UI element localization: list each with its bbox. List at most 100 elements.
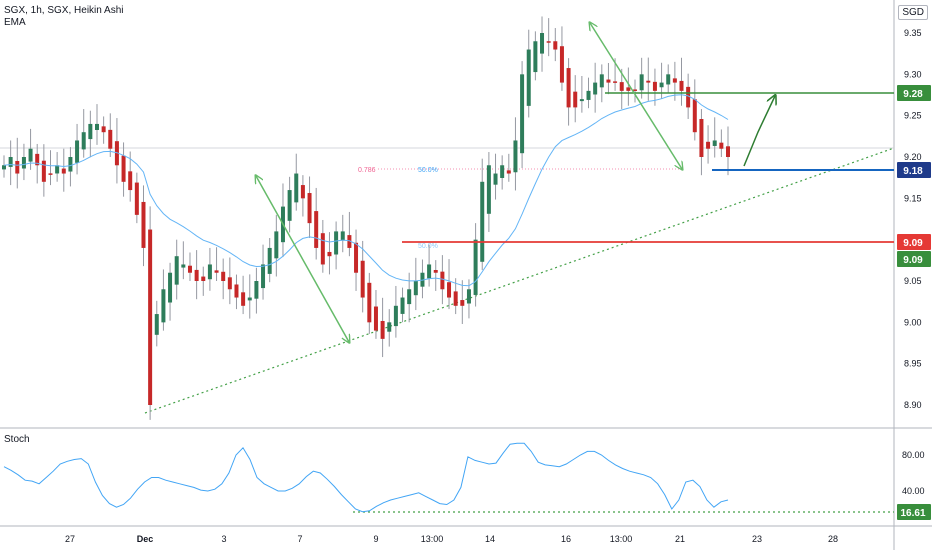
candle-body [460,300,465,306]
candle-body [646,80,651,83]
candle-body [300,185,305,199]
candle-body [327,251,332,257]
candle-body [712,140,717,146]
candle-body [692,99,697,133]
candle-body [413,281,418,296]
candle-body [8,157,13,167]
candle-body [141,201,146,248]
candle-body [599,74,604,88]
candle-body [168,272,173,303]
candle-body [287,190,292,221]
arrow-down-1[interactable] [256,176,349,342]
candle-body [241,292,246,306]
x-tick-label: 3 [221,534,226,544]
candle-body [506,170,511,174]
chart-title: SGX, 1h, SGX, Heikin Ashi [4,5,124,16]
candle-body [546,41,551,43]
price-label-918: 9.18 [897,162,931,178]
candle-body [161,289,166,323]
candle-body [28,148,33,162]
candle-body [101,126,106,133]
candle-body [373,306,378,331]
candle-body [447,282,452,298]
candle-body [214,270,219,273]
candle-body [148,229,153,405]
candle-body [672,78,677,83]
candle-body [400,297,405,314]
candle-body [393,305,398,327]
candle-body [387,322,392,332]
candle-body [380,320,385,339]
candle-body [559,46,564,83]
arrow-down-2[interactable] [590,23,682,169]
candle-body [181,264,186,268]
candle-body [128,171,133,191]
currency-button[interactable]: SGD [898,5,928,20]
candle-body [500,165,505,178]
indicator-label: EMA [4,17,26,28]
candle-body [2,165,6,170]
candle-body [659,82,664,88]
candle-body [480,181,485,262]
candle-body [407,289,412,305]
candle-body [566,68,571,108]
candle-body [274,231,279,259]
candle-body [440,271,445,290]
candle-body [334,231,339,255]
candle-body [207,264,212,280]
fib-label-50: 50.0% [418,167,438,174]
candle-body [626,87,631,91]
fib-label-50-low: 50.0% [418,243,438,250]
candle-body [247,297,252,301]
ema-line [3,94,729,287]
candle-body [699,118,704,157]
y-tick-label: 9.05 [904,276,922,286]
candle-body [261,264,266,289]
candle-body [354,242,359,273]
candle-body [174,256,179,285]
candles [2,16,730,420]
svg-text:9.09: 9.09 [903,255,923,266]
candle-body [619,82,624,91]
candle-body [652,81,657,91]
candle-body [68,157,73,172]
x-tick-label: 16 [561,534,571,544]
candle-body [579,99,584,102]
candle-body [573,91,578,108]
candle-body [533,41,538,73]
candle-body [41,160,46,182]
candle-body [493,173,498,185]
x-tick-label: 23 [752,534,762,544]
x-tick-label: 21 [675,534,685,544]
candle-body [108,129,113,149]
candle-body [94,123,99,130]
candle-body [679,80,684,91]
candle-body [221,271,226,281]
candle-body [586,90,591,100]
candle-body [486,165,491,214]
svg-text:9.28: 9.28 [903,89,923,100]
candle-body [307,193,312,224]
y-tick-label: 9.35 [904,28,922,38]
y-tick-label: 9.20 [904,152,922,162]
x-tick-label: 13:00 [610,534,633,544]
candle-body [234,284,239,298]
candle-body [513,140,518,173]
candle-body [294,173,299,203]
candle-body [201,276,206,281]
candle-body [666,74,671,85]
candle-body [194,269,199,281]
stoch-line [3,442,729,513]
projection-arrow[interactable] [743,96,775,167]
x-tick-label: 13:00 [421,534,444,544]
candle-body [340,231,345,241]
candle-body [526,49,531,106]
candle-body [81,132,86,150]
svg-text:9.18: 9.18 [903,166,923,177]
candle-body [633,89,638,91]
candle-body [15,160,20,174]
candle-body [719,142,724,149]
trend-line[interactable] [144,147,895,414]
candle-body [121,155,126,182]
